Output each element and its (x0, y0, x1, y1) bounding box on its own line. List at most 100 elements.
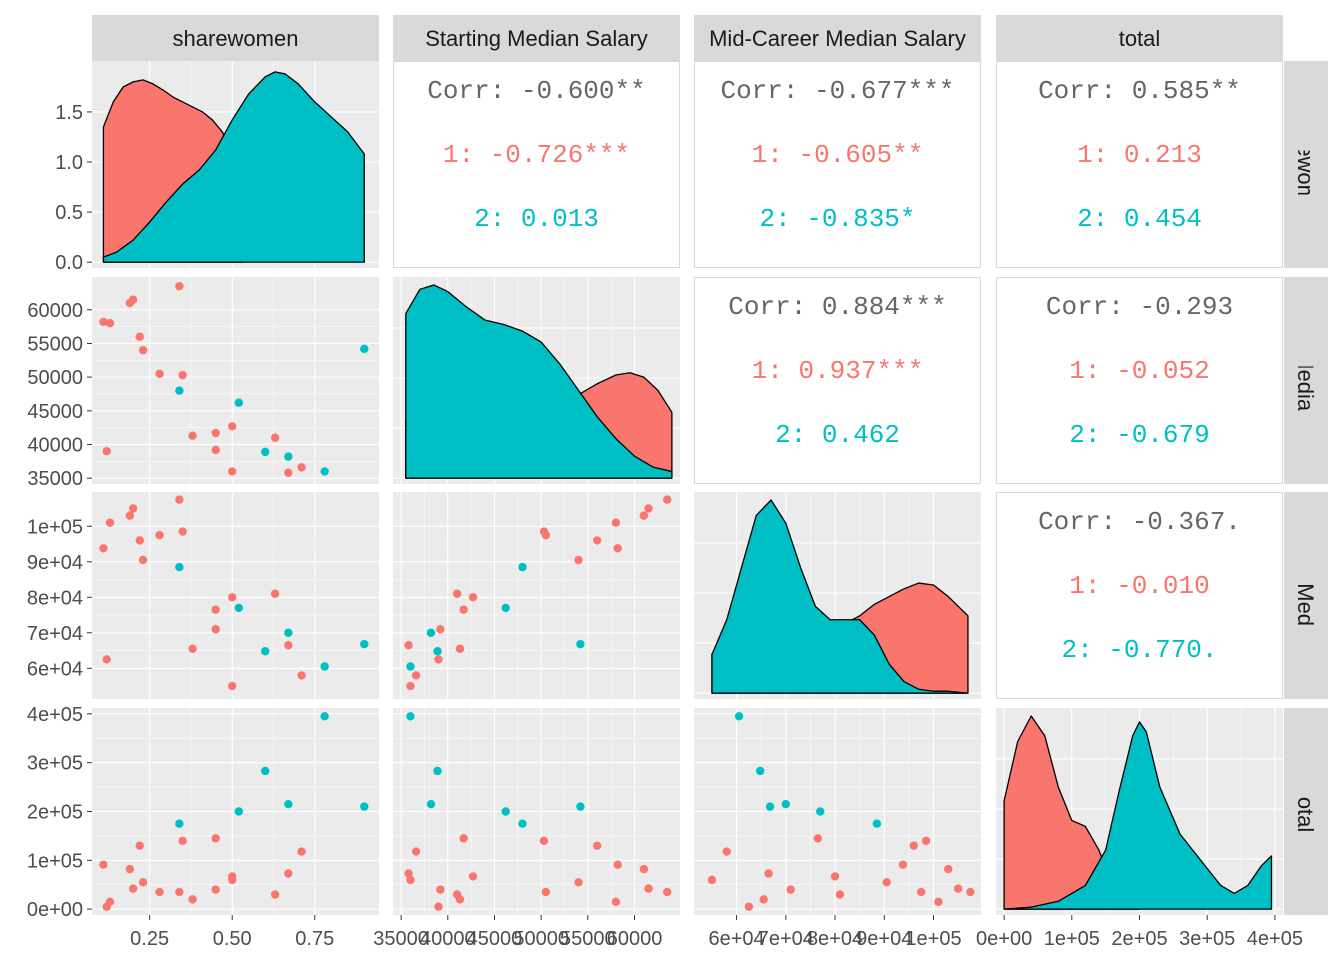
data-point-group-1 (102, 447, 111, 456)
data-point-group-2 (284, 799, 293, 809)
y-tick-label: 1.5 (55, 102, 83, 124)
x-tick-label: 0.25 (130, 928, 169, 950)
corr-group-2: 2: 0.462 (775, 420, 900, 450)
corr-panel (694, 61, 981, 268)
data-point-group-2 (360, 344, 369, 354)
data-point-group-1 (102, 902, 111, 911)
data-point-group-2 (175, 819, 184, 828)
corr-group-1: 1: -0.052 (1069, 356, 1209, 386)
y-tick-label: 50000 (27, 367, 83, 389)
data-point-group-2 (406, 712, 415, 721)
data-point-group-1 (592, 841, 602, 850)
data-point-group-1 (459, 834, 468, 843)
data-point-group-2 (756, 766, 765, 776)
data-point-group-1 (188, 895, 197, 904)
x-tick-label: 40000 (420, 928, 476, 950)
data-point-group-1 (813, 834, 823, 843)
corr-overall: Corr: 0.884*** (728, 292, 946, 322)
data-point-group-1 (175, 495, 184, 504)
data-point-group-1 (211, 834, 220, 843)
data-point-group-2 (426, 628, 436, 637)
data-point-group-1 (468, 872, 478, 881)
corr-group-1: 1: -0.010 (1069, 571, 1209, 601)
data-point-group-1 (175, 282, 184, 291)
data-point-group-2 (320, 467, 329, 476)
data-point-group-1 (406, 875, 415, 885)
data-point-group-2 (518, 819, 527, 828)
data-point-group-1 (436, 885, 445, 894)
corr-group-1: 1: 0.937*** (752, 356, 924, 386)
density-area-group-2 (1003, 721, 1273, 910)
x-tick-label: 3e+05 (1179, 928, 1235, 950)
data-point-group-2 (501, 807, 510, 816)
data-point-group-1 (188, 431, 197, 440)
strip-label-top-3: total (1119, 26, 1161, 51)
data-point-group-1 (284, 869, 293, 878)
y-tick-label: 35000 (27, 468, 83, 490)
data-point-group-1 (663, 495, 672, 504)
corr-group-1: 1: 0.213 (1077, 140, 1202, 170)
data-point-group-1 (541, 887, 551, 897)
data-point-group-1 (178, 836, 187, 845)
corr-overall: Corr: -0.600** (427, 76, 645, 106)
x-tick-label: 6e+04 (708, 928, 764, 950)
data-point-group-1 (944, 864, 953, 874)
data-point-group-1 (284, 468, 293, 477)
panel-background (92, 277, 379, 484)
data-point-group-1 (722, 847, 731, 856)
x-tick-label: 0e+00 (976, 928, 1032, 950)
data-point-group-1 (921, 836, 931, 845)
corr-overall: Corr: -0.367. (1038, 507, 1241, 537)
data-point-group-1 (436, 625, 445, 634)
strip-label-right-0: sharewomen (1293, 102, 1318, 228)
data-point-group-1 (934, 897, 943, 907)
data-point-group-1 (452, 890, 462, 899)
strip-label-top-2: Mid-Career Median Salary (709, 26, 966, 51)
data-point-group-1 (270, 433, 280, 442)
corr-group-1: 1: -0.726*** (443, 140, 630, 170)
data-point-group-1 (539, 527, 549, 536)
strip-right-1 (1284, 277, 1328, 484)
y-tick-label: 45000 (27, 401, 83, 423)
strip-top-0 (92, 15, 379, 61)
data-point-group-1 (138, 878, 148, 887)
strip-label-right-1: Starting Median Salary (1293, 269, 1318, 492)
data-point-group-1 (135, 332, 144, 341)
density-area-group-2 (711, 499, 969, 694)
data-point-group-1 (639, 864, 649, 874)
data-point-group-1 (99, 317, 108, 327)
data-point-group-2 (234, 603, 244, 613)
data-point-group-1 (898, 860, 908, 869)
x-tick-label: 35000 (373, 928, 429, 950)
data-point-group-2 (433, 766, 442, 776)
x-tick-label: 0.75 (295, 928, 334, 950)
corr-panel (996, 277, 1283, 484)
y-tick-label: 7e+04 (27, 623, 83, 645)
data-point-group-1 (574, 878, 583, 887)
data-point-group-1 (835, 890, 845, 899)
x-tick-label: 50000 (513, 928, 569, 950)
data-point-group-2 (426, 799, 436, 809)
y-tick-label: 4e+05 (27, 704, 83, 726)
x-tick-label: 60000 (607, 928, 663, 950)
data-point-group-2 (433, 647, 442, 656)
y-tick-label: 1e+05 (27, 516, 83, 538)
data-point-group-2 (406, 662, 415, 671)
y-tick-label: 0.5 (55, 202, 83, 224)
data-point-group-1 (211, 445, 220, 455)
data-point-group-2 (576, 639, 585, 649)
data-point-group-1 (882, 878, 891, 887)
y-tick-label: 1.0 (55, 152, 83, 174)
strip-label-right-2: Mid-Career Median Salary (1293, 467, 1318, 724)
data-point-group-1 (592, 536, 602, 545)
data-point-group-2 (781, 799, 791, 809)
data-point-group-1 (105, 319, 115, 328)
corr-overall: Corr: -0.677*** (720, 76, 954, 106)
y-tick-label: 0.0 (55, 252, 83, 274)
data-point-group-1 (459, 605, 468, 614)
strip-top-1 (393, 15, 680, 61)
data-point-group-2 (320, 712, 329, 721)
y-tick-label: 9e+04 (27, 552, 83, 574)
data-point-group-1 (297, 671, 306, 680)
data-point-group-1 (639, 511, 649, 520)
